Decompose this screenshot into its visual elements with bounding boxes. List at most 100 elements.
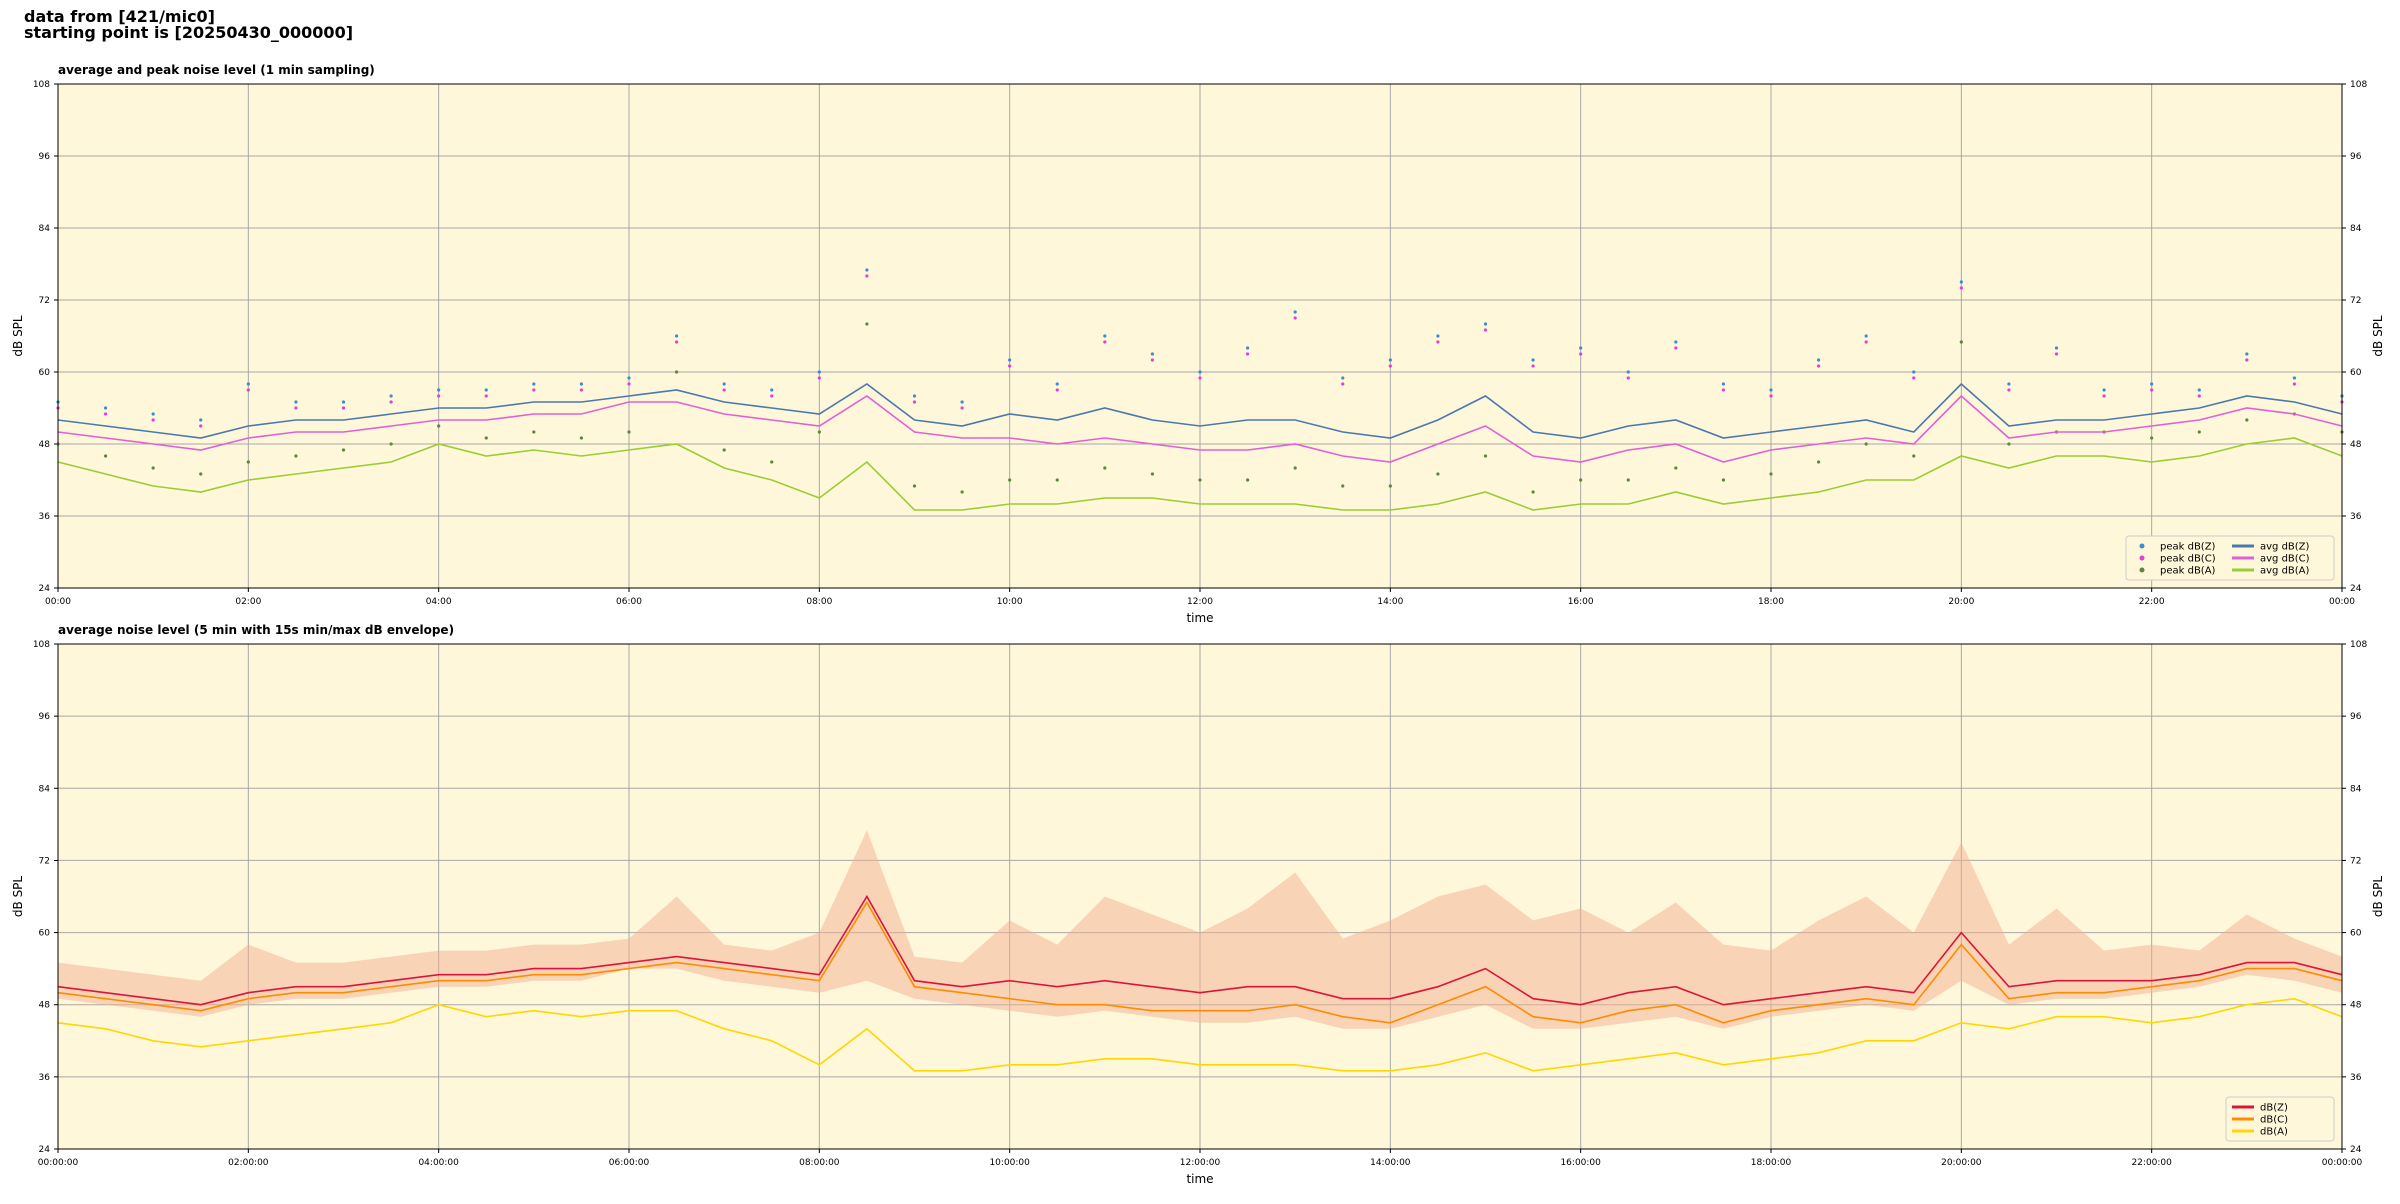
- x-tick-label: 22:00: [2139, 597, 2165, 607]
- peak-point: [151, 412, 155, 416]
- y-tick-label: 96: [2350, 152, 2362, 162]
- y-tick-label: 60: [2350, 929, 2362, 939]
- y-tick-label: 96: [39, 712, 51, 722]
- legend-marker: [2139, 555, 2145, 561]
- legend: dB(Z)dB(C)dB(A): [2225, 1096, 2335, 1142]
- peak-point: [2150, 388, 2154, 392]
- peak-point: [2292, 376, 2297, 380]
- x-tick-label: 00:00: [45, 597, 71, 607]
- peak-point: [1864, 334, 1868, 338]
- peak-point: [151, 466, 155, 470]
- y-tick-label: 72: [2350, 296, 2361, 306]
- peak-point: [341, 406, 346, 410]
- y-tick-label: 84: [39, 224, 51, 234]
- peak-point: [1959, 286, 1963, 290]
- peak-point: [1055, 382, 1059, 386]
- peak-point: [1769, 472, 1773, 476]
- y-tick-label: 96: [39, 152, 51, 162]
- y-tick-label: 24: [39, 584, 51, 594]
- peak-point: [1626, 376, 1630, 380]
- peak-point: [484, 436, 488, 440]
- x-tick-label: 14:00: [1377, 597, 1403, 607]
- series-line: [57, 900, 2343, 1024]
- peak-point: [2245, 358, 2249, 362]
- peak-point: [1531, 364, 1535, 368]
- peak-point: [627, 430, 631, 434]
- peak-point: [246, 388, 250, 392]
- chart-title: average noise level (5 min with 15s min/…: [58, 623, 454, 637]
- legend-label: dB(A): [2260, 1127, 2288, 1138]
- x-tick-label: 12:00:00: [1180, 1158, 1221, 1168]
- y-tick-label: 84: [39, 784, 51, 794]
- peak-point: [294, 454, 298, 458]
- y-tick-label: 84: [2350, 224, 2362, 234]
- peak-point: [246, 460, 250, 464]
- x-tick-label: 02:00:00: [228, 1158, 269, 1168]
- x-tick-label: 08:00: [806, 597, 832, 607]
- x-tick-label: 18:00:00: [1751, 1158, 1792, 1168]
- peak-point: [1912, 376, 1916, 380]
- peak-point: [627, 382, 631, 386]
- peak-point: [1103, 466, 1107, 470]
- peak-point: [1150, 352, 1155, 356]
- peak-point: [1103, 340, 1107, 344]
- x-tick-label: 04:00:00: [418, 1158, 459, 1168]
- peak-point: [722, 382, 726, 386]
- peak-point: [437, 394, 441, 398]
- peak-point: [2054, 346, 2059, 350]
- peak-point: [960, 400, 964, 404]
- peak-point: [1245, 478, 1250, 482]
- y-tick-label: 108: [2350, 80, 2367, 90]
- peak-point: [912, 400, 917, 404]
- peak-point: [2245, 418, 2249, 422]
- series-line: [57, 382, 2343, 439]
- peak-point: [103, 454, 108, 458]
- y-tick-label: 108: [33, 640, 50, 650]
- peak-point: [770, 388, 774, 392]
- y-tick-label: 48: [2350, 440, 2362, 450]
- x-tick-label: 16:00: [1568, 597, 1594, 607]
- series-line: [57, 894, 2343, 1006]
- peak-point: [2150, 436, 2154, 440]
- series-line: [57, 437, 2343, 511]
- peak-point: [817, 370, 821, 374]
- y-tick-label: 72: [39, 296, 50, 306]
- peak-point: [1626, 370, 1630, 374]
- peak-point: [294, 406, 298, 410]
- legend-label: avg dB(Z): [2260, 542, 2310, 553]
- legend-marker: [2139, 567, 2145, 573]
- legend-label: peak dB(A): [2160, 566, 2216, 577]
- y-tick-label: 84: [2350, 784, 2362, 794]
- peak-point: [1198, 376, 1202, 380]
- y-tick-label: 24: [2350, 584, 2362, 594]
- y-tick-label: 24: [39, 1145, 51, 1155]
- x-tick-label: 04:00: [426, 597, 452, 607]
- x-tick-label: 16:00:00: [1560, 1158, 1601, 1168]
- legend-label: dB(C): [2260, 1115, 2288, 1126]
- peak-point: [484, 388, 488, 392]
- legend-marker: [2139, 543, 2145, 549]
- y-tick-label: 96: [2350, 712, 2362, 722]
- peak-point: [389, 442, 393, 446]
- peak-point: [1864, 340, 1868, 344]
- peak-point: [1721, 388, 1726, 392]
- peak-point: [1816, 358, 1821, 362]
- peak-point: [722, 448, 726, 452]
- header-line: data from [421/mic0]: [24, 7, 215, 26]
- x-tick-label: 14:00:00: [1370, 1158, 1411, 1168]
- peak-point: [579, 388, 584, 392]
- peak-point: [817, 376, 821, 380]
- y-axis-label: dB SPL: [11, 315, 25, 357]
- peak-point: [1959, 280, 1963, 284]
- peak-point: [960, 406, 964, 410]
- peak-point: [151, 418, 155, 422]
- peak-point: [199, 418, 203, 422]
- peak-point: [1388, 484, 1392, 488]
- x-tick-label: 00:00:00: [2322, 1158, 2363, 1168]
- peak-point: [1055, 478, 1059, 482]
- peak-point: [1816, 364, 1821, 368]
- peak-point: [579, 436, 584, 440]
- peak-point: [532, 388, 536, 392]
- peak-point: [1008, 478, 1012, 482]
- peak-point: [2197, 388, 2201, 392]
